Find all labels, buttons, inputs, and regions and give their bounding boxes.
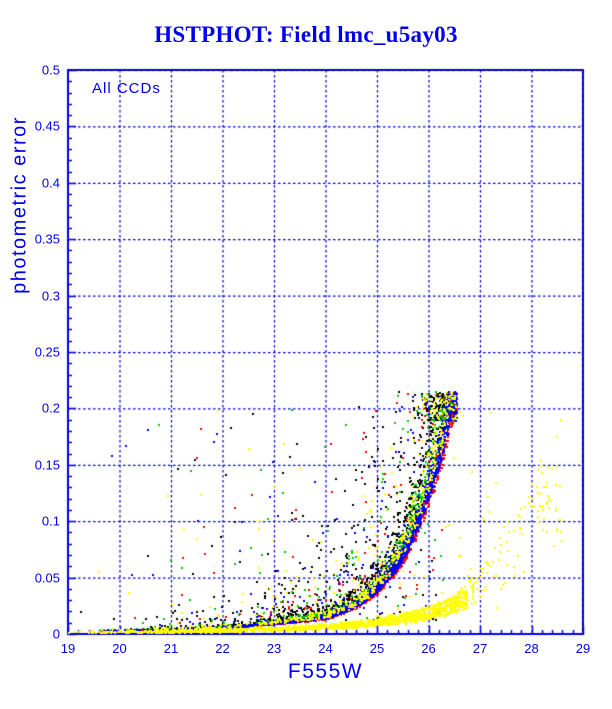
x-tick-label: 21 xyxy=(163,641,179,656)
y-tick-label: 0.45 xyxy=(34,118,60,134)
x-tick-label: 19 xyxy=(60,641,76,656)
y-tick-label: 0.5 xyxy=(41,62,60,78)
x-tick-label: 27 xyxy=(472,641,488,656)
x-tick-label: 24 xyxy=(318,641,333,656)
y-tick-label: 0.4 xyxy=(41,175,60,191)
x-tick-label: 28 xyxy=(524,641,539,656)
y-tick-label: 0.1 xyxy=(41,513,60,529)
x-axis-label: F555W xyxy=(287,660,364,683)
y-tick-label: 0.3 xyxy=(41,288,60,304)
y-axis-label: photometric error xyxy=(8,116,31,294)
y-tick-label: 0.25 xyxy=(34,344,60,360)
y-tick-label: 0.35 xyxy=(34,231,60,247)
y-tick-label: 0.05 xyxy=(34,570,60,586)
x-tick-label: 25 xyxy=(369,641,385,656)
y-tick-label: 0.2 xyxy=(41,400,60,416)
x-tick-label: 26 xyxy=(421,641,436,656)
y-tick-label: 0 xyxy=(52,626,60,642)
ccd-annotation: All CCDs xyxy=(92,80,161,97)
y-tick-label: 0.15 xyxy=(34,457,60,473)
x-tick-label: 22 xyxy=(215,641,230,656)
page-title: HSTPHOT: Field lmc_u5ay03 xyxy=(154,22,458,47)
x-tick-label: 29 xyxy=(575,641,591,656)
x-tick-label: 20 xyxy=(112,641,127,656)
x-tick-label: 23 xyxy=(266,641,282,656)
